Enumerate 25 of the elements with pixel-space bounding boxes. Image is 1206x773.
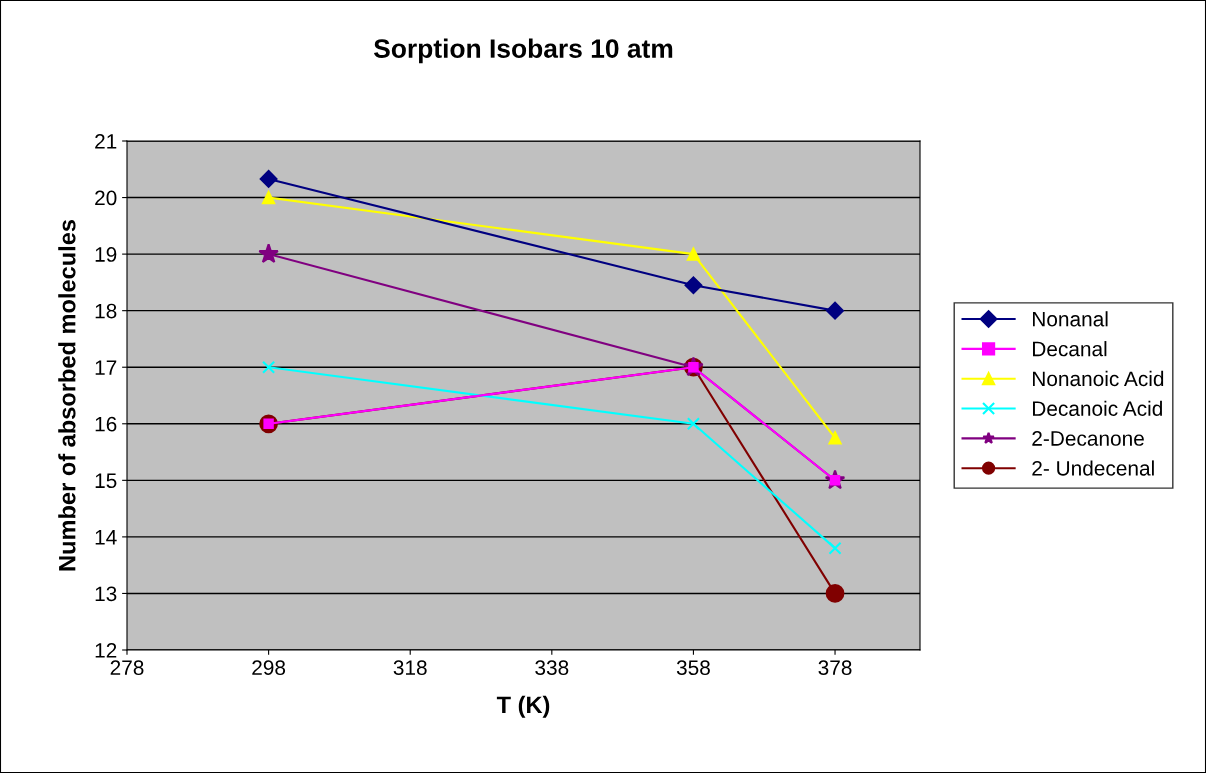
x-tick-label: 318: [393, 660, 427, 676]
x-tick-label: 278: [110, 660, 144, 676]
x-tick-label: 358: [676, 660, 710, 676]
y-tick-label: 14: [95, 530, 117, 545]
legend-label: Decanal: [1033, 341, 1107, 357]
y-axis-title: Number of absorbed molecules: [58, 219, 76, 571]
y-tick-label: 16: [95, 416, 117, 432]
legend-label: Nonanal: [1033, 311, 1108, 327]
legend-label: Nonanoic Acid: [1033, 370, 1164, 387]
y-tick-label: 19: [95, 247, 117, 262]
y-tick-label: 21: [95, 134, 117, 149]
y-tick-label: 20: [95, 190, 117, 206]
chart-title: Sorption Isobars 10 atm: [373, 38, 673, 64]
y-tick-label: 18: [95, 303, 117, 319]
legend-label: 2-Decanone: [1032, 431, 1144, 446]
x-tick-label: 378: [818, 660, 852, 676]
y-tick-label: 13: [95, 586, 117, 602]
x-axis-title: T (K): [496, 695, 550, 718]
legend-label: 2- Undecenal: [1032, 460, 1154, 476]
y-tick-label: 12: [95, 643, 117, 658]
legend-label: Decanoic Acid: [1033, 400, 1162, 417]
x-tick-label: 338: [535, 660, 569, 676]
x-tick-label: 298: [252, 660, 286, 676]
y-tick-label: 17: [95, 360, 117, 375]
y-tick-label: 15: [95, 473, 117, 489]
